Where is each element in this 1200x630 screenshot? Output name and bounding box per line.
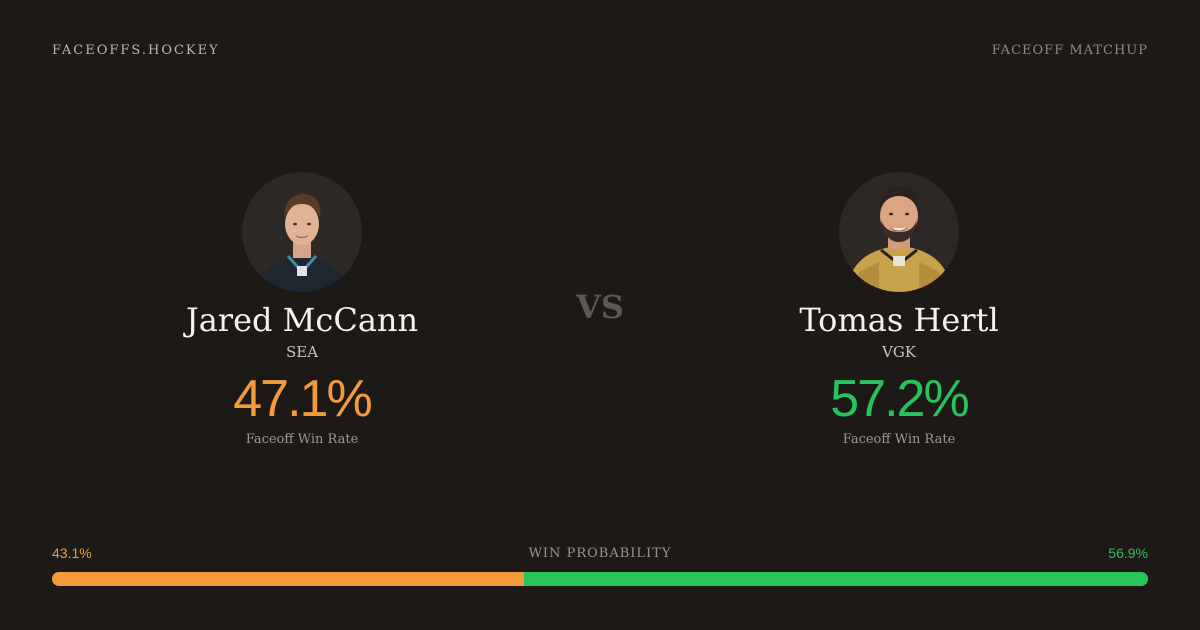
page-kicker: FACEOFF MATCHUP [991,43,1148,58]
player-name-left: Jared McCann [185,301,419,339]
player-team-right: VGK [881,343,917,361]
player-name-right: Tomas Hertl [799,301,999,339]
player-photo-left [258,194,346,292]
player-avatar-right [839,172,959,292]
win-probability-bar-left [52,572,525,586]
win-probability-left: 43.1% [52,545,92,561]
player-avatar-left [242,172,362,292]
player-card-right: Tomas Hertl VGK 57.2% Faceoff Win Rate [719,172,1079,449]
player-card-left: Jared McCann SEA 47.1% Faceoff Win Rate [122,172,482,449]
player-win-rate-left: 47.1% [233,370,372,428]
win-probability-label: WIN PROBABILITY [528,546,672,561]
player-photo-right [847,186,951,292]
win-probability-right: 56.9% [1108,545,1148,561]
win-probability-bar [52,572,1148,586]
win-probability-bar-right [524,572,1148,586]
player-win-rate-right: 57.2% [830,370,969,428]
player-stat-label-right: Faceoff Win Rate [842,432,956,447]
player-stat-label-left: Faceoff Win Rate [245,432,359,447]
player-team-left: SEA [285,343,319,361]
vs-label: VS [576,288,624,326]
site-brand: FACEOFFS.HOCKEY [52,43,220,58]
